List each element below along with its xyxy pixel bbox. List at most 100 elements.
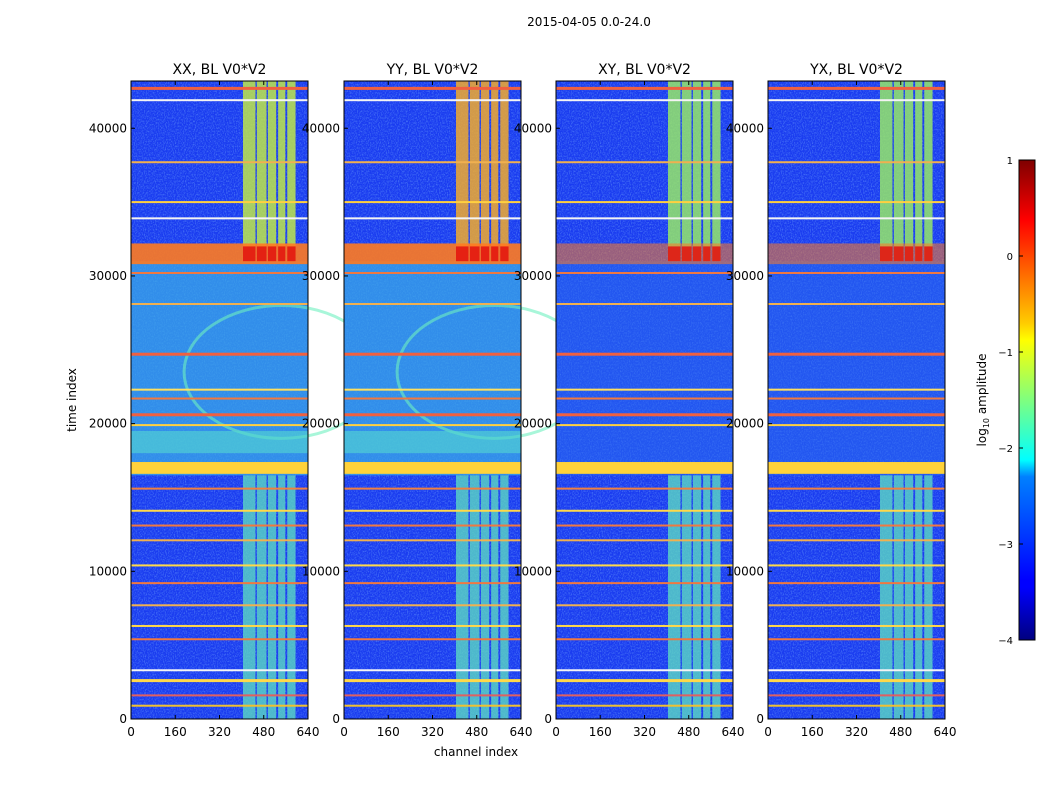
- rfi-line: [556, 524, 733, 527]
- y-tick-label: 20000: [89, 417, 127, 431]
- x-tick-label: 0: [127, 725, 135, 739]
- rfi-line: [768, 624, 945, 627]
- rfi-line: [344, 388, 521, 391]
- channel-stripe: [681, 475, 692, 719]
- y-tick-label: 0: [544, 712, 552, 726]
- rfi-line: [556, 624, 733, 627]
- channel-stripe: [904, 475, 914, 719]
- channel-stripe: [256, 81, 267, 262]
- rfi-line: [344, 624, 521, 627]
- rfi-line: [768, 271, 945, 274]
- channel-stripe: [893, 475, 904, 719]
- x-tick-label: 640: [722, 725, 745, 739]
- hot-spot: [712, 246, 721, 262]
- channel-stripe: [692, 475, 702, 719]
- channel-stripe: [703, 81, 711, 262]
- y-tick-label: 40000: [89, 121, 127, 135]
- time-band-region: [768, 261, 945, 476]
- rfi-line: [556, 487, 733, 490]
- rfi-line: [344, 704, 521, 707]
- channel-stripe: [924, 475, 933, 719]
- rfi-line: [131, 271, 308, 274]
- hot-spot: [500, 246, 509, 262]
- rfi-line: [344, 86, 521, 90]
- panel-yx: YX, BL V0*V2 0 160 320 480 640 0 10000 20000 3000…: [726, 62, 957, 739]
- hot-spot: [880, 246, 893, 262]
- channel-stripe: [668, 81, 681, 262]
- y-tick-label: 10000: [726, 564, 764, 578]
- rfi-line: [131, 201, 308, 204]
- rfi-line: [556, 161, 733, 164]
- x-tick-label: 160: [377, 725, 400, 739]
- channel-stripe: [500, 81, 509, 262]
- x-tick-label: 320: [633, 725, 656, 739]
- y-tick-label: 10000: [514, 564, 552, 578]
- rfi-line: [131, 424, 308, 427]
- rfi-line: [768, 86, 945, 90]
- y-tick-label: 20000: [514, 417, 552, 431]
- rfi-line: [344, 539, 521, 542]
- hot-spot: [267, 246, 277, 262]
- rfi-line: [131, 509, 308, 512]
- x-tick-label: 320: [421, 725, 444, 739]
- rfi-line: [131, 564, 308, 567]
- rfi-line: [768, 413, 945, 417]
- yellow-band: [556, 462, 733, 474]
- time-band-region: [556, 261, 733, 476]
- rfi-line: [131, 161, 308, 164]
- y-tick-label: 40000: [726, 121, 764, 135]
- rfi-line: [768, 303, 945, 306]
- rfi-line: [556, 201, 733, 204]
- colorbar-tick-label: −4: [998, 636, 1013, 647]
- rfi-line: [344, 582, 521, 585]
- rfi-line: [768, 638, 945, 641]
- hot-spot: [681, 246, 692, 262]
- rfi-line: [131, 669, 308, 672]
- rfi-line: [131, 679, 308, 683]
- channel-stripe: [915, 81, 923, 262]
- y-tick-label: 30000: [726, 269, 764, 283]
- colorbar-label: log10 amplitude: [975, 354, 991, 447]
- rfi-line: [768, 201, 945, 204]
- x-tick-label: 480: [252, 725, 275, 739]
- x-tick-label: 160: [589, 725, 612, 739]
- hot-spot: [491, 246, 499, 262]
- yellow-band: [344, 462, 521, 474]
- y-tick-label: 30000: [302, 269, 340, 283]
- rfi-line: [344, 424, 521, 427]
- rfi-line: [131, 624, 308, 627]
- colorbar-gradient: [1018, 159, 1036, 641]
- x-axis-label: channel index: [434, 745, 518, 759]
- x-tick-label: 480: [465, 725, 488, 739]
- x-tick-label: 0: [340, 725, 348, 739]
- rfi-line: [344, 413, 521, 417]
- rfi-line: [344, 201, 521, 204]
- hot-spot: [469, 246, 480, 262]
- rfi-line: [131, 638, 308, 641]
- rfi-line: [768, 509, 945, 512]
- x-tick-label: 0: [764, 725, 772, 739]
- channel-stripe: [915, 475, 923, 719]
- rfi-line: [556, 694, 733, 697]
- colorbar-tick-label: −1: [998, 348, 1013, 359]
- hot-spot: [278, 246, 286, 262]
- panel-title: YY, BL V0*V2: [386, 62, 479, 78]
- yellow-band: [131, 462, 308, 474]
- hot-spot: [243, 246, 256, 262]
- channel-stripe: [256, 475, 267, 719]
- colorbar-tick-label: 1: [1007, 156, 1013, 167]
- rfi-line: [768, 704, 945, 707]
- colorbar-label-rest: amplitude: [975, 354, 989, 418]
- rfi-line: [768, 217, 945, 220]
- rfi-line: [556, 424, 733, 427]
- rfi-line: [344, 352, 521, 356]
- y-tick-label: 40000: [302, 121, 340, 135]
- rfi-line: [556, 217, 733, 220]
- rfi-line: [344, 99, 521, 102]
- channel-stripe: [491, 475, 499, 719]
- channel-stripe: [469, 475, 480, 719]
- panel-title: XX, BL V0*V2: [173, 62, 267, 78]
- channel-stripe: [480, 81, 490, 262]
- hot-spot: [456, 246, 469, 262]
- channel-stripe: [880, 475, 893, 719]
